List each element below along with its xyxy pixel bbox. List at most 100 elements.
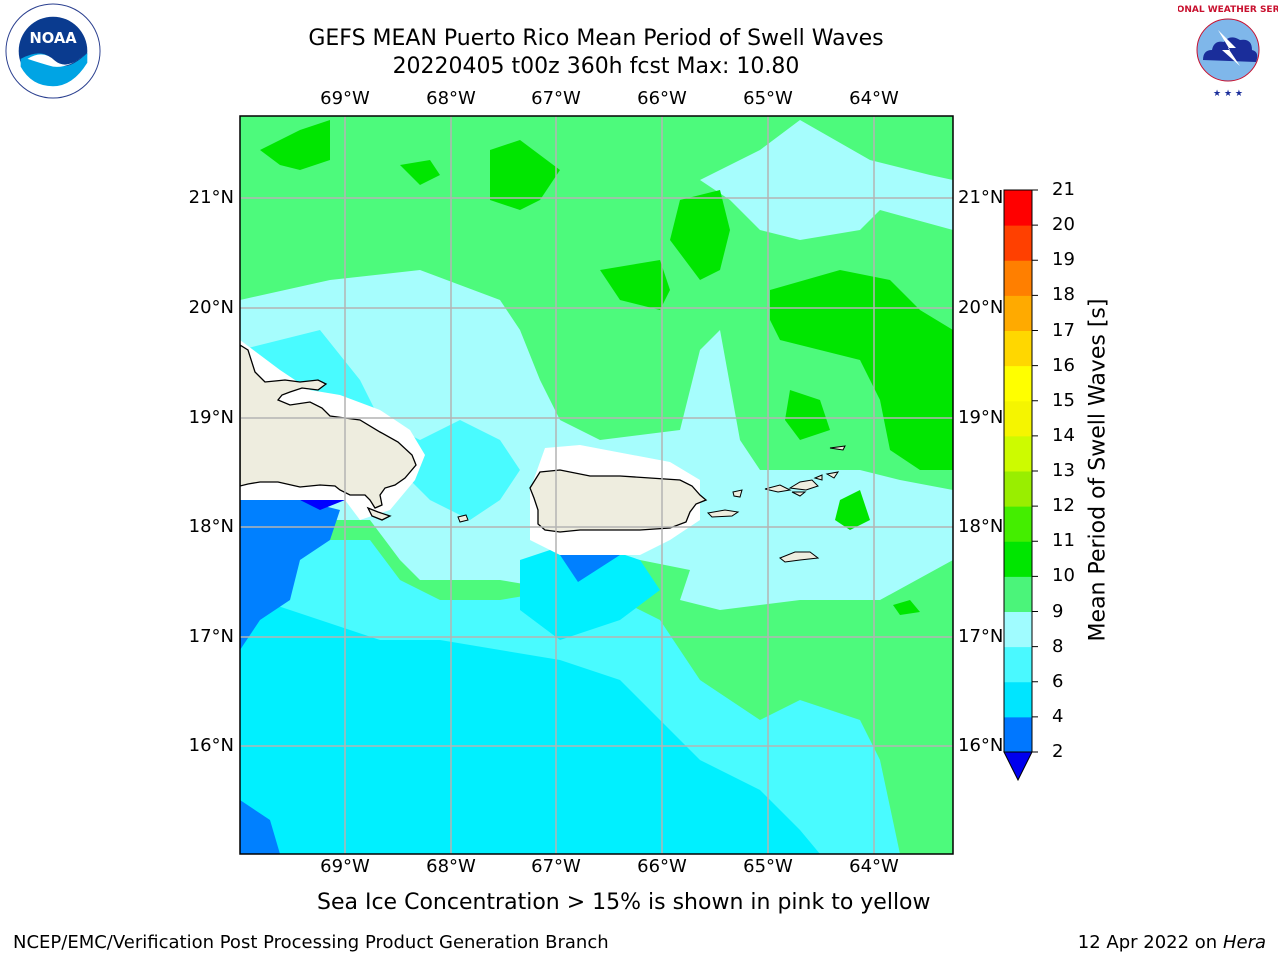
lat-label-left: 17°N [188, 626, 234, 647]
field-green-1 [260, 120, 330, 170]
field-deep-blue [300, 500, 345, 510]
colorbar-segment [1004, 576, 1032, 612]
colorbar-level-label: 13 [1052, 460, 1075, 481]
colorbar-level-label: 18 [1052, 284, 1075, 306]
nws-stars: ★ ★ ★ [1213, 89, 1243, 99]
colorbar-level-label: 19 [1052, 249, 1075, 271]
land-anegada [829, 445, 846, 451]
lat-label-right: 19°N [958, 407, 1004, 428]
field-blue-pr [560, 555, 620, 582]
field-blue-sw [240, 800, 280, 854]
colorbar-level-label: 8 [1052, 635, 1064, 657]
field-pale-cyan-top [700, 120, 953, 240]
footer-date-text: 12 Apr 2022 on [1077, 932, 1223, 953]
footer-host: Hera [1222, 932, 1266, 953]
field-green-3 [670, 190, 730, 280]
colorbar-segment [1004, 225, 1032, 261]
lon-label-top: 65°W [743, 88, 793, 109]
lon-label-top: 68°W [426, 88, 476, 109]
field-pale-cyan [240, 270, 953, 610]
lat-label-right: 21°N [958, 187, 1004, 208]
colorbar-level-label: 14 [1052, 424, 1075, 446]
colorbar-level-label: 11 [1052, 530, 1075, 552]
colorbar-segment [1004, 541, 1032, 577]
lat-label-right: 17°N [958, 626, 1004, 647]
lon-label-top: 67°W [531, 88, 581, 109]
field-green-5 [600, 260, 670, 310]
colorbar-segment [1004, 506, 1032, 542]
colorbar-segment [1004, 471, 1032, 507]
colorbar-segment [1004, 611, 1032, 648]
field-cyan-south-pr [520, 540, 660, 640]
colorbar-segment [1004, 295, 1032, 331]
field-green-6 [785, 390, 830, 440]
colorbar-level-label: 6 [1052, 670, 1064, 692]
colorbar-level-label: 21 [1052, 179, 1075, 200]
field-cyan [240, 600, 820, 854]
land-hispaniola-point [366, 506, 392, 521]
colorbar-level-label: 4 [1052, 705, 1064, 727]
colorbar-level-label: 10 [1052, 565, 1075, 587]
map-subtitle: 20220405 t00z 360h fcst Max: 10.80 [392, 54, 800, 79]
colorbar-segment [1004, 400, 1032, 437]
colorbar-segment [1004, 190, 1032, 226]
map-title: GEFS MEAN Puerto Rico Mean Period of Swe… [308, 26, 884, 51]
colorbar-segment [1004, 716, 1032, 753]
sea-ice-note: Sea Ice Concentration > 15% is shown in … [317, 890, 931, 915]
land-bvi [813, 471, 840, 481]
colorbar-level-label: 17 [1052, 319, 1075, 341]
colorbar-level-label: 9 [1052, 600, 1064, 622]
lat-label-left: 21°N [188, 187, 234, 208]
land-st-croix [779, 551, 820, 563]
field-green-7 [835, 490, 870, 530]
land-culebra [732, 489, 743, 498]
lon-label-top: 64°W [849, 88, 899, 109]
nws-text: NATIONAL WEATHER SERVICE [1178, 5, 1278, 15]
lon-label-bottom: 64°W [849, 856, 899, 877]
map-frame [239, 115, 954, 855]
field-green-2 [490, 140, 560, 210]
nws-logo-icon: NATIONAL WEATHER SERVICE ★ ★ ★ [1178, 1, 1278, 99]
lat-label-left: 20°N [188, 297, 234, 318]
colorbar-level-label: 20 [1052, 214, 1075, 236]
colorbar-title: Mean Period of Swell Waves [s] [1085, 298, 1111, 642]
footer-credit: NCEP/EMC/Verification Post Processing Pr… [13, 932, 609, 953]
lat-label-right: 18°N [958, 516, 1004, 537]
land-virgin-islands [764, 479, 819, 497]
lon-label-bottom: 67°W [531, 856, 581, 877]
lon-label-bottom: 66°W [637, 856, 687, 877]
noaa-logo-icon: NOAA [5, 3, 101, 99]
land-vieques [706, 509, 740, 518]
lat-label-left: 19°N [188, 407, 234, 428]
lon-label-bottom: 65°W [743, 856, 793, 877]
colorbar-level-label: 15 [1052, 389, 1075, 411]
colorbar-level-label: 12 [1052, 495, 1075, 517]
land-mona [457, 514, 469, 523]
graticule [240, 116, 953, 854]
lon-label-bottom: 68°W [426, 856, 476, 877]
lat-label-left: 18°N [188, 516, 234, 537]
field-green-9 [893, 600, 920, 615]
noaa-text: NOAA [29, 30, 77, 47]
lon-label-bottom: 69°W [320, 856, 370, 877]
colorbar-level-label: 2 [1052, 741, 1064, 762]
lon-label-top: 69°W [320, 88, 370, 109]
lat-label-right: 20°N [958, 297, 1004, 318]
colorbar-segment [1004, 365, 1032, 402]
colorbar-segment [1004, 260, 1032, 296]
lon-label-top: 66°W [637, 88, 687, 109]
colorbar-under-arrow [1003, 751, 1033, 782]
field-green-4 [770, 270, 953, 470]
colorbar-segment [1004, 681, 1032, 718]
colorbar-segment [1004, 330, 1032, 367]
field-blue-west [240, 500, 340, 650]
land-hispaniola [240, 344, 417, 509]
colorbar-level-label: 16 [1052, 354, 1075, 376]
lat-label-left: 16°N [188, 735, 234, 756]
footer-date: 12 Apr 2022 on Hera [1078, 932, 1266, 954]
colorbar-segment [1004, 646, 1032, 683]
colorbar-segment [1004, 435, 1032, 472]
lat-label-right: 16°N [958, 735, 1004, 756]
